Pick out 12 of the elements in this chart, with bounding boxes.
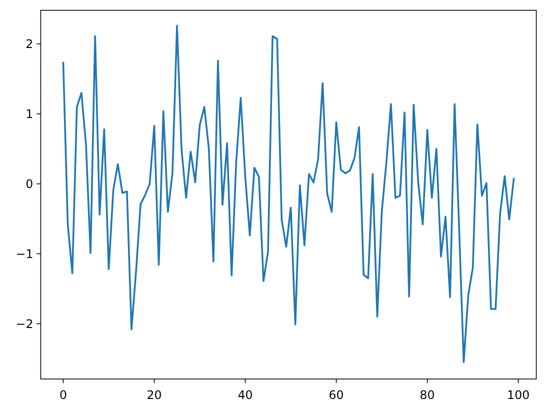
x-tick-label: 80: [420, 388, 435, 402]
y-tick-label: 2: [26, 37, 34, 52]
x-tick-label: 40: [238, 388, 253, 402]
x-tick-label: 100: [507, 388, 530, 402]
y-tick-label: −1: [16, 246, 34, 261]
line-series: [62, 24, 515, 364]
y-tick-label: 0: [26, 176, 34, 191]
y-tick-label: 1: [26, 106, 34, 121]
x-tick-label: 20: [146, 388, 162, 402]
y-tick-label: −2: [16, 316, 34, 331]
x-tick-label: 0: [59, 388, 67, 402]
x-tick-label: 60: [328, 388, 344, 402]
